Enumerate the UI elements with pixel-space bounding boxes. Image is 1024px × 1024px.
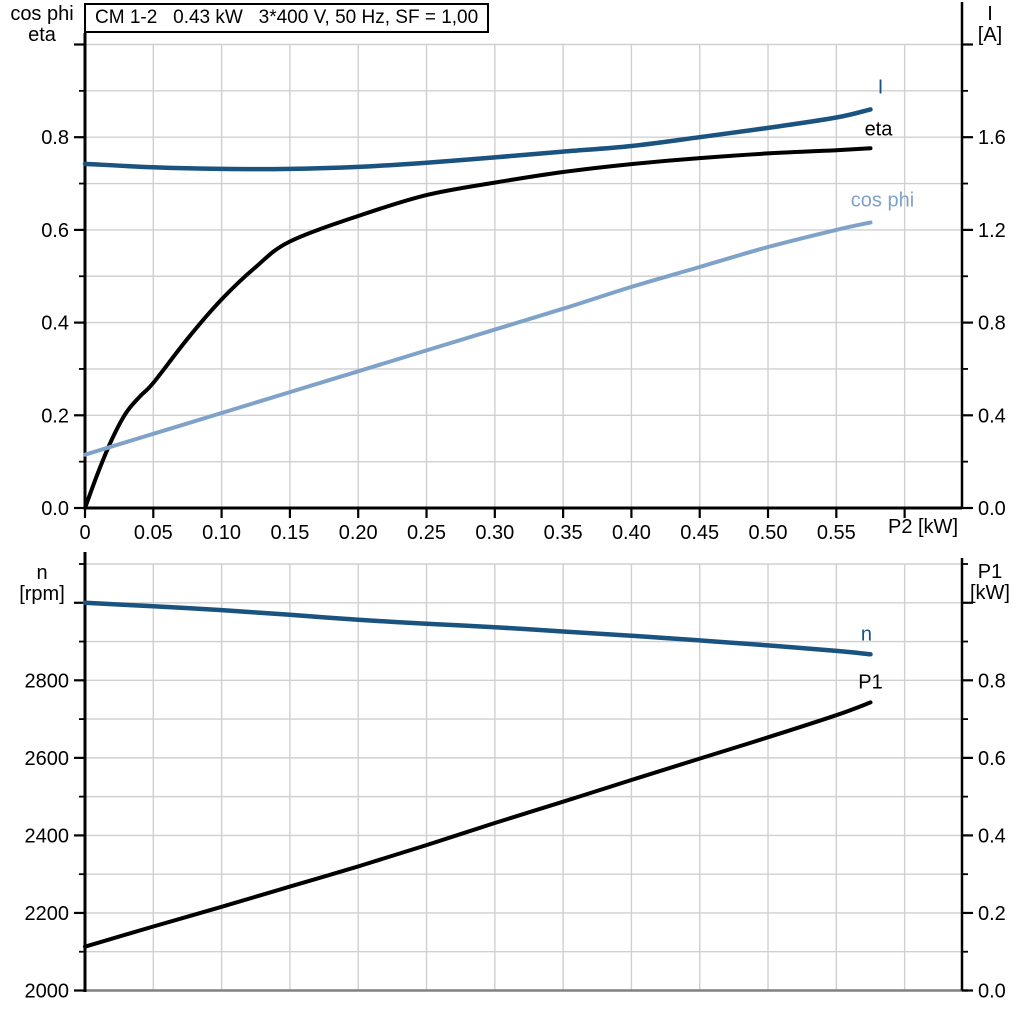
x-tick-label: 0 [79, 522, 90, 544]
curve-eta [83, 146, 873, 510]
current-axis-label: I [987, 3, 993, 25]
p1-axis-label: P1 [977, 561, 1003, 583]
x-tick-label: 0.10 [202, 522, 241, 544]
kw-unit-label: [kW] [970, 582, 1010, 604]
left-tick-label: 2000 [25, 981, 70, 1003]
x-tick-label: 0.35 [544, 522, 583, 544]
curve-P1 [83, 700, 873, 949]
speed-axis-label: n [36, 562, 48, 584]
left-tick-label: 2200 [25, 903, 70, 925]
x-tick-label: 0.50 [749, 522, 788, 544]
curve-label-eta: eta [865, 118, 894, 140]
right-tick-label: 1.6 [978, 127, 1006, 149]
left-tick-label: 0.8 [41, 127, 69, 149]
right-tick-label: 0.6 [978, 748, 1006, 770]
bottom-chart-left-axis-title: n [rpm] [2, 563, 82, 605]
top-chart-left-axis-title: cos phi eta [2, 4, 82, 46]
x-tick-label: 0.20 [339, 522, 378, 544]
right-tick-label: 0.4 [978, 405, 1006, 427]
x-tick-label: 0.25 [407, 522, 446, 544]
left-tick-label: 0.0 [41, 498, 69, 520]
x-tick-label: 0.45 [680, 522, 719, 544]
left-tick-label: 0.6 [41, 220, 69, 242]
x-tick-label: 0.05 [134, 522, 173, 544]
x-axis-title: P2 [kW] [887, 516, 958, 538]
right-tick-label: 0.4 [978, 825, 1006, 847]
left-tick-label: 0.4 [41, 313, 69, 335]
curve-label-I: I [878, 76, 884, 98]
curve-label-n: n [861, 623, 872, 645]
title-box: CM 1-2 0.43 kW 3*400 V, 50 Hz, SF = 1,00 [84, 3, 490, 33]
rpm-unit-label: [rpm] [19, 583, 65, 605]
eta-axis-label: eta [28, 24, 56, 46]
ampere-unit-label: [A] [977, 24, 1003, 46]
left-tick-label: 2800 [25, 670, 70, 692]
x-tick-label: 0.30 [475, 522, 514, 544]
left-tick-label: 2400 [25, 825, 70, 847]
right-tick-label: 0.8 [978, 313, 1006, 335]
left-tick-label: 0.2 [41, 405, 69, 427]
right-tick-label: 0.8 [978, 670, 1006, 692]
x-tick-label: 0.15 [270, 522, 309, 544]
curve-cos_phi [83, 220, 873, 457]
curve-n [82, 600, 873, 657]
bottom-chart-right-axis-title: P1 [kW] [958, 562, 1022, 604]
curve-label-P1: P1 [858, 671, 882, 693]
cos-phi-axis-label: cos phi [10, 3, 74, 25]
right-tick-label: 1.2 [978, 220, 1006, 242]
curve-label-cos_phi: cos phi [851, 189, 914, 211]
top-chart-right-axis-title: I [A] [958, 4, 1022, 46]
right-tick-label: 0.0 [978, 981, 1006, 1003]
right-tick-label: 0.0 [978, 498, 1006, 520]
curve-I [82, 107, 873, 172]
left-tick-label: 2600 [25, 748, 70, 770]
x-tick-label: 0.55 [817, 522, 856, 544]
right-tick-label: 0.2 [978, 903, 1006, 925]
x-tick-label: 0.40 [612, 522, 651, 544]
